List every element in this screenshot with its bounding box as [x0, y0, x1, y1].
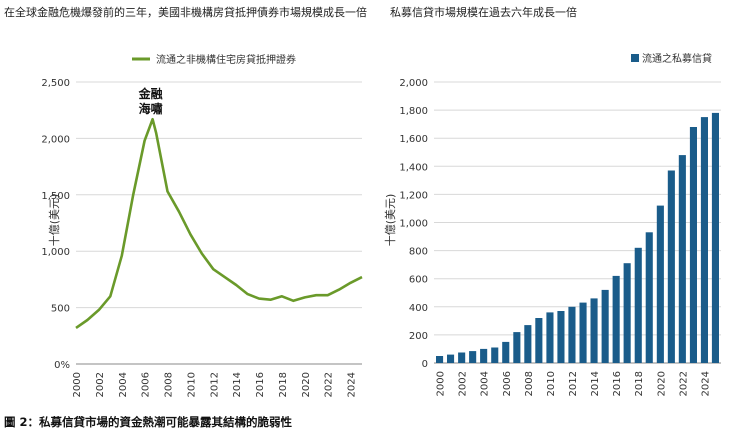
- right-y-axis-label: 十億(美元): [383, 194, 397, 247]
- left-x-tick-label: 2010: [186, 372, 197, 397]
- right-bars: [436, 112, 719, 364]
- left-y-tick-label: 2,500: [41, 78, 70, 89]
- right-bar: [612, 275, 620, 363]
- left-legend-label: 流通之非機構住宅房貸抵押證券: [156, 53, 296, 66]
- figure-caption: 圖 2：私募信貸市場的資金熱潮可能暴露其結構的脆弱性: [4, 415, 293, 429]
- right-bar: [678, 155, 686, 363]
- right-x-tick-label: 2002: [458, 371, 469, 396]
- right-bar: [502, 341, 510, 363]
- right-x-tick-label: 2020: [656, 371, 667, 396]
- right-bar: [689, 127, 697, 363]
- right-y-tick-label: 600: [409, 275, 428, 286]
- left-y-tick-label: 1,500: [41, 191, 70, 202]
- right-x-tick-label: 2012: [568, 371, 579, 396]
- right-y-tick-label: 1,600: [399, 134, 428, 145]
- right-y-tick-label: 1,200: [399, 190, 428, 201]
- left-series-line: [75, 117, 363, 329]
- left-x-tick-label: 2002: [95, 372, 106, 397]
- left-x-tick-label: 2004: [118, 372, 129, 397]
- right-bar: [656, 205, 664, 363]
- right-x-tick-label: 2014: [590, 371, 601, 396]
- right-bar: [601, 289, 609, 363]
- left-x-tick-label: 2014: [232, 372, 243, 397]
- left-chart-title: 在全球金融危機爆發前的三年，美國非機構房貸抵押債券市場規模成長一倍: [4, 6, 367, 19]
- annotation-line1: 金融: [138, 86, 163, 101]
- right-x-tick-label: 2010: [546, 371, 557, 396]
- right-gridlines: [434, 81, 721, 364]
- right-x-tick-label: 2008: [524, 371, 535, 396]
- left-x-tick-label: 2006: [141, 372, 152, 397]
- right-bar: [634, 247, 642, 363]
- right-bar: [579, 302, 587, 363]
- right-bar: [447, 354, 455, 363]
- right-bar: [436, 356, 444, 363]
- left-y-tick-label: 0%: [54, 360, 70, 371]
- left-x-ticks: 2000 2002 2004 2006 2008 2010 2012 2014 2016 2018…: [72, 372, 358, 397]
- right-bar: [645, 232, 653, 363]
- right-x-ticks: 2000 2002 2004 2006 2008 2010 2012 2014 2016 2018…: [436, 371, 712, 396]
- right-bar: [480, 348, 488, 363]
- right-bar: [590, 298, 598, 363]
- right-bar: [535, 318, 543, 363]
- left-y-tick-label: 1,000: [41, 247, 70, 258]
- right-legend-label: 流通之私募信貸: [642, 52, 712, 65]
- right-y-tick-label: 1,000: [399, 219, 428, 230]
- right-bar: [491, 347, 499, 363]
- right-bar: [469, 351, 477, 363]
- right-bar: [557, 311, 565, 363]
- left-gridlines: [76, 81, 362, 365]
- right-y-tick-label: 200: [409, 331, 428, 342]
- right-x-tick-label: 2000: [436, 371, 447, 396]
- right-bar: [568, 306, 576, 363]
- left-x-tick-label: 2012: [209, 372, 220, 397]
- right-x-tick-label: 2006: [502, 371, 513, 396]
- right-bar: [667, 170, 675, 363]
- right-y-tick-label: 0: [422, 359, 428, 370]
- left-y-tick-label: 500: [51, 304, 70, 315]
- right-y-tick-label: 1,400: [399, 162, 428, 173]
- right-x-tick-label: 2024: [700, 371, 711, 396]
- right-bar: [623, 263, 631, 363]
- right-x-tick-label: 2018: [634, 371, 645, 396]
- right-bar: [524, 325, 532, 363]
- left-x-tick-label: 2016: [255, 372, 266, 397]
- right-y-tick-label: 400: [409, 303, 428, 314]
- right-x-tick-label: 2004: [480, 371, 491, 396]
- left-y-axis-label: 十億(美元): [47, 194, 61, 247]
- right-bar: [513, 332, 521, 363]
- left-x-tick-label: 2008: [164, 372, 175, 397]
- left-x-tick-label: 2000: [72, 372, 83, 397]
- right-x-tick-label: 2022: [678, 371, 689, 396]
- right-y-tick-label: 1,800: [399, 106, 428, 117]
- right-bar: [700, 117, 708, 363]
- right-legend-swatch: [631, 54, 639, 62]
- left-x-tick-label: 2022: [324, 372, 335, 397]
- right-chart-title: 私募信貸市場規模在過去六年成長一倍: [390, 6, 577, 19]
- left-x-tick-label: 2018: [278, 372, 289, 397]
- left-y-tick-label: 2,000: [41, 134, 70, 145]
- right-x-tick-label: 2016: [612, 371, 623, 396]
- right-bar: [458, 352, 466, 363]
- right-y-ticks: 0 200 400 600 800 1,000 1,200 1,400 1,600 1,800 2,…: [399, 78, 428, 370]
- annotation-line2: 海嘯: [139, 101, 163, 116]
- left-x-tick-label: 2024: [347, 372, 358, 397]
- right-y-tick-label: 800: [409, 247, 428, 258]
- right-bar: [546, 312, 554, 363]
- right-y-tick-label: 2,000: [399, 78, 428, 89]
- left-y-ticks: 0% 500 1,000 1,500 2,000 2,500: [41, 78, 70, 371]
- right-bar: [711, 112, 719, 364]
- left-x-tick-label: 2020: [301, 372, 312, 397]
